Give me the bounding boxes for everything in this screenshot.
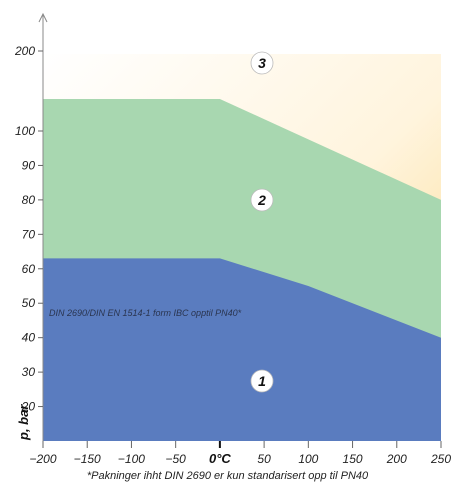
zone-badge-circle — [250, 188, 274, 212]
zone-badge-circle — [250, 369, 274, 393]
zone-3-label: 3 — [258, 55, 266, 71]
y-tick-label: 20 — [21, 400, 36, 414]
x-tick-label: 50 — [257, 452, 271, 466]
x-tick-label: 200 — [386, 452, 407, 466]
y-tick-label: 100 — [15, 124, 35, 138]
zone-1-annotation: DIN 2690/DIN EN 1514-1 form IBC opptil P… — [49, 308, 242, 318]
footnote: *Pakninger ihht DIN 2690 er kun standari… — [86, 470, 369, 482]
y-tick-label: 30 — [22, 365, 36, 379]
y-axis-label: p, bar — [16, 404, 31, 441]
x-tick-label: −100 — [118, 452, 145, 466]
zone-1-area — [43, 258, 441, 441]
x-tick-label: 0°C — [209, 451, 231, 466]
y-tick-label: 200 — [14, 44, 35, 58]
y-tick-label: 70 — [22, 227, 36, 241]
x-tick-label: −150 — [74, 452, 101, 466]
y-tick-label: 50 — [22, 296, 36, 310]
zone-2-label: 2 — [257, 192, 266, 208]
x-tick-label: −200 — [29, 452, 56, 466]
zone-badge-circle — [250, 51, 274, 75]
y-tick-label: 90 — [22, 158, 36, 172]
x-tick-label: −50 — [165, 452, 186, 466]
y-axis-arrow-icon — [38, 12, 48, 23]
y-tick-label: 80 — [22, 193, 36, 207]
x-tick-label: 250 — [430, 452, 451, 466]
zone-1-label: 1 — [258, 373, 266, 389]
x-tick-label: 100 — [298, 452, 318, 466]
y-tick-label: 40 — [22, 331, 36, 345]
x-tick-label: 150 — [343, 452, 363, 466]
y-tick-label: 60 — [22, 262, 36, 276]
